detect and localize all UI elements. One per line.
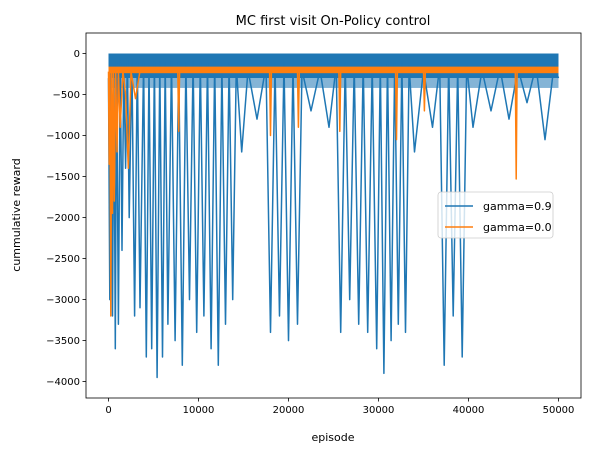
y-tick-label: −3500 [46, 336, 80, 347]
series-gamma-0.9-dense-band [108, 53, 559, 79]
x-tick-label: 30000 [363, 405, 395, 416]
x-tick-label: 0 [105, 405, 111, 416]
series-gamma-0.0-dense-band [108, 66, 559, 74]
legend-label-gamma-0.0: gamma=0.0 [483, 221, 552, 234]
plot-area [107, 53, 560, 379]
y-tick-label: −1000 [46, 131, 80, 142]
x-axis-label: episode [311, 431, 354, 444]
y-tick-label: −1500 [46, 172, 80, 183]
y-tick-label: −4000 [46, 377, 80, 388]
chart-title: MC first visit On-Policy control [236, 14, 431, 29]
y-tick-label: −2500 [46, 254, 80, 265]
x-tick-label: 50000 [543, 405, 575, 416]
plot-frame [85, 32, 582, 399]
x-tick-label: 10000 [183, 405, 215, 416]
y-tick-label: −3000 [46, 295, 80, 306]
y-tick-label: −500 [53, 90, 80, 101]
x-tick-label: 40000 [453, 405, 485, 416]
y-axis: 0 −500 −1000 −1500 −2000 −2500 −3000 −3500 −4000 [46, 49, 86, 388]
legend: gamma=0.9 gamma=0.0 [437, 191, 554, 239]
x-tick-label: 20000 [273, 405, 305, 416]
y-tick-label: 0 [74, 49, 80, 60]
legend-label-gamma-0.9: gamma=0.9 [483, 200, 552, 213]
y-axis-label: cummulative reward [10, 158, 23, 271]
x-axis: 0 10000 20000 30000 40000 50000 [105, 398, 574, 416]
series-line-gamma-0.9 [107, 56, 560, 379]
y-tick-label: −2000 [46, 213, 80, 224]
